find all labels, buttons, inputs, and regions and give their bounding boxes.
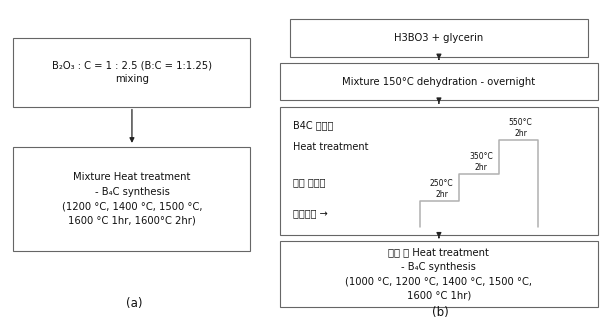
Text: 승온조건 →: 승온조건 → <box>293 208 328 218</box>
Text: (b): (b) <box>432 306 449 319</box>
Text: 550°C
2hr: 550°C 2hr <box>509 118 532 138</box>
Bar <box>280 63 599 100</box>
Text: 250°C
2hr: 250°C 2hr <box>430 179 453 199</box>
Text: 350°C
2hr: 350°C 2hr <box>469 152 493 172</box>
Bar <box>13 38 250 107</box>
Text: 산화 분위기: 산화 분위기 <box>293 177 326 187</box>
Text: Mixture 150°C dehydration - overnight: Mixture 150°C dehydration - overnight <box>342 77 536 87</box>
Text: (a): (a) <box>127 297 143 310</box>
Text: Heat treatment: Heat treatment <box>293 142 369 152</box>
Bar <box>280 107 599 235</box>
Bar <box>280 241 599 307</box>
Text: Mixture Heat treatment
- B₄C synthesis
(1200 °C, 1400 °C, 1500 °C,
1600 °C 1hr, : Mixture Heat treatment - B₄C synthesis (… <box>62 172 202 226</box>
Text: 분쌌 후 Heat treatment
- B₄C synthesis
(1000 °C, 1200 °C, 1400 °C, 1500 °C,
1600 °C: 분쌌 후 Heat treatment - B₄C synthesis (100… <box>345 247 532 301</box>
Bar <box>13 147 250 251</box>
Text: B4C 전구체: B4C 전구체 <box>293 120 334 130</box>
Text: B₂O₃ : C = 1 : 2.5 (B:C = 1:1.25)
mixing: B₂O₃ : C = 1 : 2.5 (B:C = 1:1.25) mixing <box>52 60 212 84</box>
Text: H3BO3 + glycerin: H3BO3 + glycerin <box>394 33 483 43</box>
Bar <box>290 19 588 57</box>
